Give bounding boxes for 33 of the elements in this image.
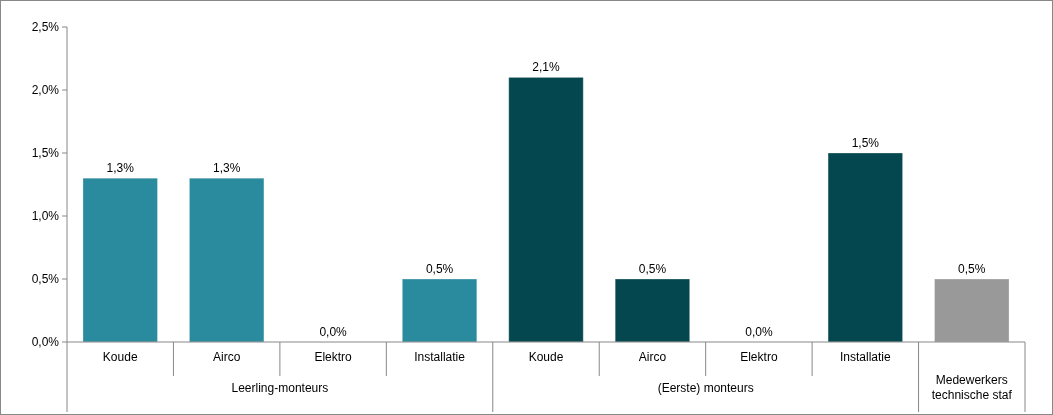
x-tick-label: Airco: [212, 350, 241, 364]
y-tick-label: 1,0%: [31, 209, 60, 224]
x-tick-label: Elektro: [740, 350, 778, 364]
y-tick-label: 0,0%: [31, 335, 60, 350]
data-label: 2,1%: [532, 60, 560, 75]
y-tick-label: 2,0%: [31, 83, 60, 98]
bar: [614, 278, 691, 343]
x-tick-label: Airco: [638, 350, 667, 364]
text: Leerling-monteurs: [231, 381, 329, 395]
data-label: 0,5%: [958, 262, 986, 276]
x-tick-label: Elektro: [314, 350, 353, 364]
x-tick-label: Koude: [528, 350, 564, 364]
data-label: 0,5%: [638, 262, 667, 276]
x-tick-label: Installatie: [839, 350, 891, 364]
bar: [508, 76, 584, 343]
y-tick-label: 2,5%: [31, 20, 60, 35]
bar: [934, 278, 1010, 343]
text: (Eerste) monteurs: [657, 381, 754, 395]
bar: [188, 177, 265, 343]
data-label: 0,0%: [319, 325, 348, 339]
x-tick-label: Koude: [102, 350, 138, 364]
data-label: 1,3%: [106, 161, 135, 176]
data-label: 0,5%: [425, 262, 454, 276]
y-tick-label: 0,5%: [31, 272, 60, 287]
bar: [827, 152, 904, 343]
data-label: 1,5%: [851, 136, 880, 150]
bar: [82, 177, 158, 343]
text: Medewerkers technische staf: [931, 373, 1013, 402]
x-tick-label: Installatie: [414, 350, 466, 364]
data-label: 1,3%: [212, 161, 241, 176]
y-tick-label: 1,5%: [31, 146, 60, 161]
data-label: 0,0%: [745, 325, 773, 339]
bar: [401, 278, 478, 343]
